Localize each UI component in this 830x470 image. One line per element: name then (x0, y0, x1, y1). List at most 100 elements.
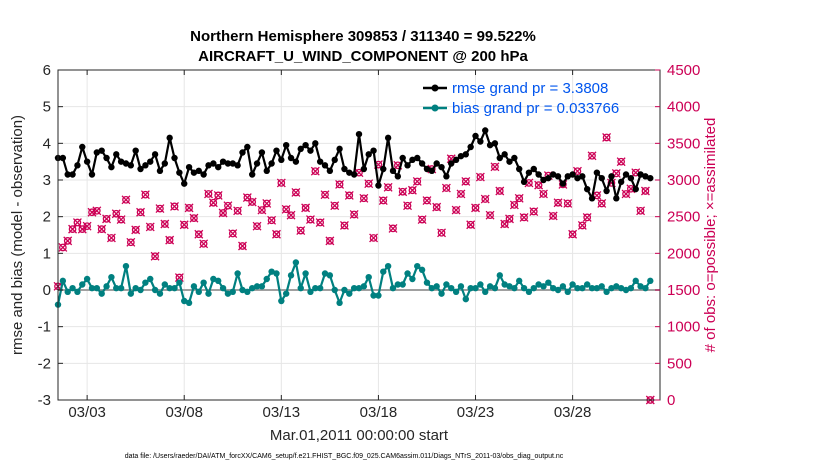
rmse-point (360, 165, 368, 173)
obs-point (602, 133, 612, 142)
rmse-point (268, 160, 275, 167)
x-axis: 03/03 03/08 03/13 03/18 03/23 03/28 (68, 70, 591, 421)
bias-point (545, 279, 552, 286)
legend-bias-label: bias grand pr = 0.033766 (452, 100, 619, 117)
rmse-point (486, 141, 494, 149)
bias-point (59, 277, 67, 285)
obs-point (548, 211, 558, 221)
bias-point (647, 277, 654, 285)
y-right-tick-label: 4000 (667, 99, 700, 116)
obs-point (640, 186, 650, 196)
bias-point (501, 281, 508, 288)
bias-point (409, 275, 416, 283)
rmse-point (598, 174, 605, 182)
obs-point (301, 203, 311, 213)
bias-point (569, 281, 576, 288)
rmse-point (559, 180, 567, 187)
obs-point (369, 233, 379, 243)
bias-point (593, 284, 601, 292)
rmse-point (176, 169, 183, 176)
rmse-point (273, 147, 280, 154)
bias-point (83, 275, 91, 283)
bias-point (297, 284, 304, 292)
rmse-point (69, 171, 76, 178)
rmse-point (501, 151, 508, 158)
bias-point (637, 283, 644, 290)
rmse-point (151, 151, 159, 158)
rmse-point (137, 165, 144, 173)
rmse-point (608, 173, 615, 180)
rmse-point (394, 173, 402, 180)
obs-point (233, 206, 243, 216)
rmse-point (622, 171, 630, 178)
bias-point (234, 270, 241, 277)
obs-point (383, 182, 393, 192)
obs-point (140, 190, 150, 200)
obs-point (441, 183, 451, 193)
bias-point (394, 281, 402, 288)
rmse-point (399, 154, 406, 162)
obs-point (636, 206, 646, 216)
obs-point (262, 199, 272, 208)
bias-point (642, 284, 649, 292)
bias-point (360, 283, 368, 290)
rmse-point (583, 185, 591, 193)
rmse-point (113, 151, 120, 158)
rmse-point (647, 174, 654, 182)
bias-point (380, 268, 387, 275)
rmse-point (350, 171, 358, 178)
obs-point (611, 168, 621, 178)
bias-point (258, 283, 266, 290)
obs-point (616, 157, 626, 167)
rmse-point (132, 147, 139, 154)
y-axis-right: 0 500 1000 1500 2000 2500 3000 3500 4000 4500 (655, 62, 700, 409)
rmse-point (336, 145, 343, 153)
rmse-point (506, 158, 513, 165)
bias-point (554, 286, 562, 294)
rmse-point (64, 171, 71, 178)
y-right-tick-label: 3500 (667, 135, 700, 152)
rmse-point (224, 160, 232, 167)
rmse-point (219, 158, 227, 165)
bias-point (292, 259, 300, 266)
obs-point (529, 207, 539, 216)
y-left-tick-label: -2 (38, 355, 51, 372)
obs-point (359, 193, 369, 203)
y-axis-left-label: rmse and bias (model - observation) (9, 115, 26, 355)
bias-point (93, 284, 101, 292)
rmse-point (409, 156, 416, 164)
rmse-point (384, 134, 392, 142)
obs-point (68, 224, 78, 234)
rmse-point (545, 174, 552, 182)
bias-point (530, 284, 537, 292)
rmse-point (637, 171, 644, 178)
rmse-point (477, 138, 484, 145)
obs-point (92, 206, 102, 216)
rmse-point (433, 160, 440, 167)
obs-point (378, 196, 388, 205)
rmse-point (297, 145, 304, 153)
rmse-point (448, 160, 455, 167)
obs-point (456, 189, 466, 199)
rmse-point (171, 154, 178, 162)
bias-point (215, 277, 222, 285)
bias-point (253, 283, 261, 290)
bias-point (389, 284, 397, 292)
rmse-point (190, 169, 198, 176)
plot-frame (57, 69, 661, 401)
bias-point (79, 281, 86, 288)
rmse-point (166, 134, 173, 142)
obs-point (247, 197, 257, 207)
obs-point (320, 190, 330, 200)
rmse-point (195, 167, 202, 175)
obs-point (276, 178, 286, 188)
footer-data-file: data file: /Users/raeder/DAI/ATM_forcXX/… (125, 453, 564, 460)
obs-point (97, 224, 107, 234)
obs-point (480, 194, 490, 204)
rmse-point (535, 171, 542, 178)
bias-point (355, 284, 363, 292)
bias-point (210, 275, 217, 283)
bias-point (491, 284, 499, 292)
obs-point (534, 180, 544, 190)
bias-point (574, 284, 581, 292)
